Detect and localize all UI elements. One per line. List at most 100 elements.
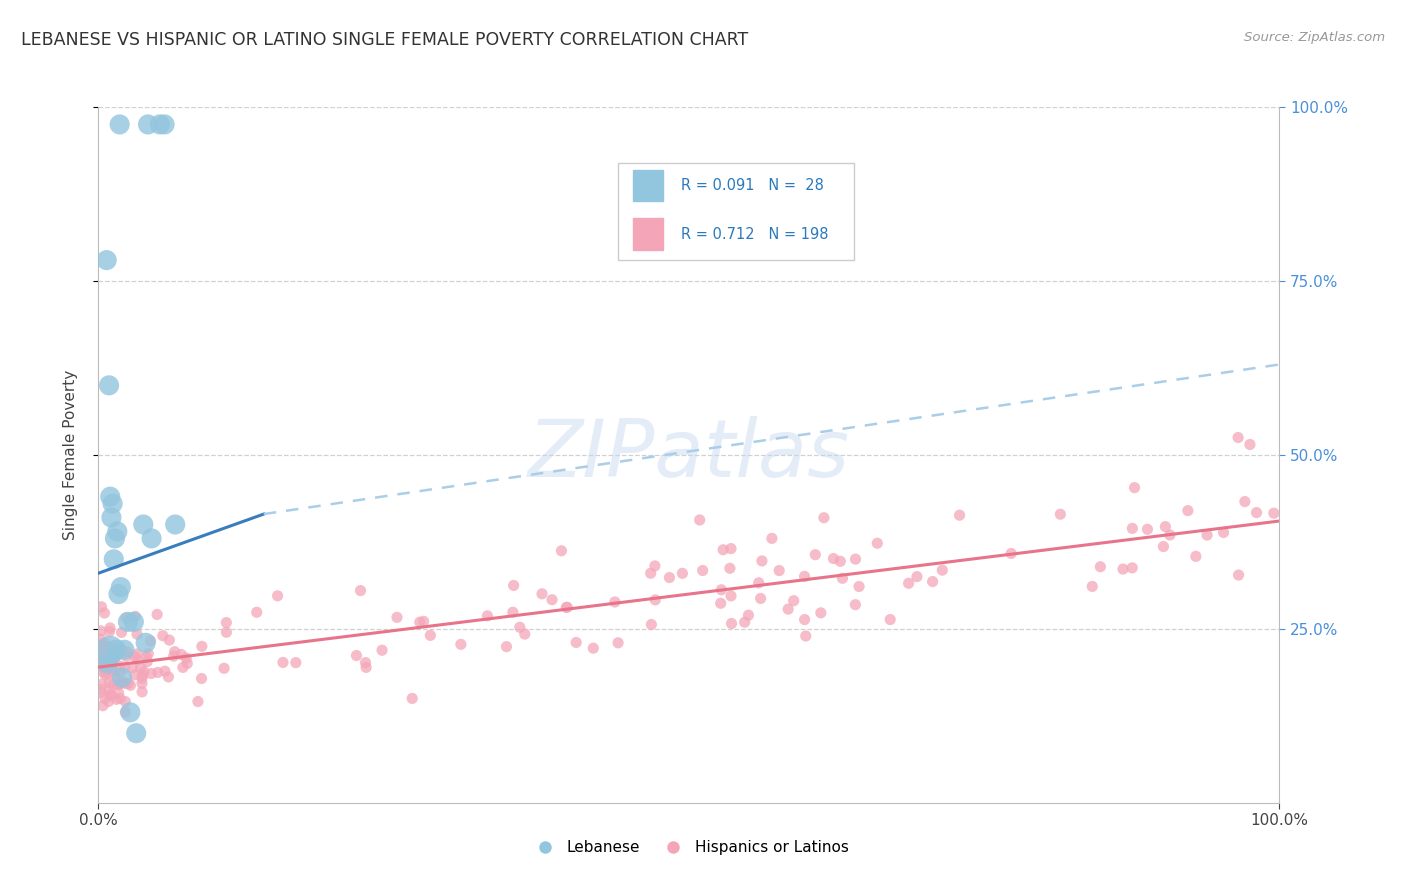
Point — [1177, 503, 1199, 517]
Point — [409, 615, 432, 630]
Point — [146, 607, 169, 622]
Point — [1227, 568, 1250, 582]
Point — [90, 650, 112, 665]
Point — [1212, 525, 1234, 540]
Point — [644, 593, 666, 607]
Text: ZIPatlas: ZIPatlas — [527, 416, 851, 494]
Point — [172, 660, 194, 674]
Point — [1123, 481, 1146, 495]
Text: R = 0.091   N =  28: R = 0.091 N = 28 — [681, 178, 824, 193]
Point — [607, 636, 630, 650]
Point — [848, 580, 870, 594]
Point — [97, 653, 120, 667]
Point — [136, 117, 159, 131]
Point — [671, 566, 693, 581]
Point — [125, 647, 148, 661]
Point — [91, 660, 114, 674]
Point — [689, 513, 711, 527]
Point — [104, 650, 127, 665]
Point — [897, 576, 920, 591]
Point — [111, 671, 134, 685]
Point — [90, 647, 112, 661]
Point — [1154, 519, 1177, 533]
Point — [90, 624, 112, 638]
Point — [718, 561, 741, 575]
Point — [176, 657, 198, 671]
Point — [555, 600, 578, 615]
Point — [93, 606, 115, 620]
Point — [830, 554, 852, 568]
Point — [131, 671, 153, 685]
Point — [157, 670, 180, 684]
Point — [97, 694, 120, 708]
Point — [502, 578, 524, 592]
Point — [98, 378, 121, 392]
Point — [136, 655, 159, 669]
Point — [412, 615, 434, 629]
Point — [354, 660, 377, 674]
Point — [91, 698, 114, 713]
Point — [103, 649, 125, 664]
Point — [124, 609, 146, 624]
Point — [658, 571, 681, 585]
Point — [98, 640, 121, 654]
Point — [720, 541, 742, 556]
Point — [1081, 579, 1104, 593]
Point — [720, 616, 742, 631]
Point — [550, 543, 572, 558]
Point — [163, 645, 186, 659]
Legend: Lebanese, Hispanics or Latinos: Lebanese, Hispanics or Latinos — [523, 834, 855, 862]
Point — [114, 661, 136, 675]
Point — [794, 629, 817, 643]
Point — [98, 682, 121, 697]
Point — [813, 510, 835, 524]
Point — [90, 653, 112, 667]
Point — [644, 558, 666, 573]
Point — [1090, 559, 1112, 574]
Point — [117, 676, 139, 690]
Point — [94, 691, 117, 706]
Point — [100, 651, 122, 665]
Point — [157, 633, 180, 648]
Point — [1233, 494, 1256, 508]
Point — [98, 624, 121, 639]
Point — [565, 635, 588, 649]
Point — [555, 600, 578, 615]
Point — [110, 625, 132, 640]
Point — [284, 656, 307, 670]
Point — [129, 661, 152, 675]
Point — [513, 627, 536, 641]
Point — [783, 593, 806, 607]
Point — [124, 668, 146, 682]
Point — [271, 656, 294, 670]
Point — [93, 650, 115, 665]
Point — [1121, 521, 1143, 535]
Point — [94, 647, 117, 661]
Point — [1159, 528, 1181, 542]
Point — [266, 589, 288, 603]
Point — [720, 589, 742, 603]
Point — [1239, 437, 1261, 451]
Point — [793, 569, 815, 583]
Point — [111, 675, 134, 690]
Point — [132, 665, 155, 679]
Point — [1121, 561, 1143, 575]
Point — [948, 508, 970, 523]
Point — [90, 686, 112, 700]
Point — [111, 643, 134, 657]
Point — [90, 654, 112, 668]
Point — [93, 657, 115, 671]
Point — [114, 676, 136, 690]
Point — [1246, 506, 1268, 520]
Point — [778, 602, 800, 616]
Point — [96, 640, 118, 654]
Point — [131, 676, 153, 690]
Point — [97, 657, 120, 671]
Point — [104, 667, 127, 681]
Point — [354, 656, 377, 670]
Point — [120, 706, 142, 720]
Point — [1049, 507, 1071, 521]
Point — [582, 641, 605, 656]
Point — [110, 659, 132, 673]
Point — [1000, 546, 1022, 560]
